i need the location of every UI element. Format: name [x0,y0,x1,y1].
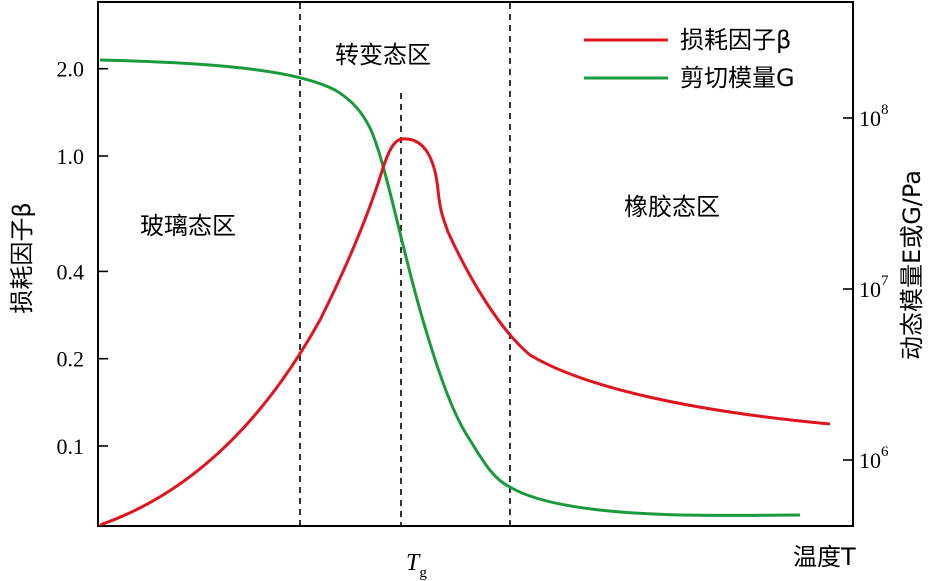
right-axis-tick-exp: 6 [881,444,889,460]
y-axis-label-right: 动态模量E或G/Pa [898,170,926,360]
right-axis-tick-label: 108 [859,102,889,131]
x-axis-label: 温度T [793,543,856,571]
left-axis-tick-label: 2.0 [57,57,85,82]
tg-label-sub: g [419,565,427,581]
y-axis-label-left: 损耗因子β [8,202,36,313]
series-line-shear-modulus [99,58,801,517]
left-axis-tick-label: 0.2 [57,347,85,372]
right-axis-tick-base: 10 [859,448,881,473]
right-axis-tick-exp: 8 [881,102,889,118]
right-axis-tick-exp: 7 [881,273,889,289]
right-axis-tick-label: 107 [859,273,889,302]
tg-label-main: T [406,550,421,576]
region-label-glass: 玻璃态区 [140,212,236,240]
legend-label-shear-modulus: 剪切模量G [680,64,795,92]
left-axis-tick-label: 1.0 [57,144,85,169]
tg-label: Tg [406,550,427,581]
series-line-loss-factor [99,137,831,527]
right-axis-tick-base: 10 [859,277,881,302]
plot-frame [97,1,854,527]
left-axis-tick-label: 0.4 [57,259,85,284]
right-axis-tick-label: 106 [859,444,889,473]
left-axis: 0.1 0.2 0.4 1.0 2.0 [57,57,108,459]
legend: 损耗因子β 剪切模量G [584,26,795,92]
region-label-rubber: 橡胶态区 [624,193,720,221]
left-axis-tick-label: 0.1 [57,434,85,459]
legend-label-loss-factor: 损耗因子β [680,26,791,54]
region-label-transition: 转变态区 [335,41,431,69]
right-axis-tick-base: 10 [859,106,881,131]
